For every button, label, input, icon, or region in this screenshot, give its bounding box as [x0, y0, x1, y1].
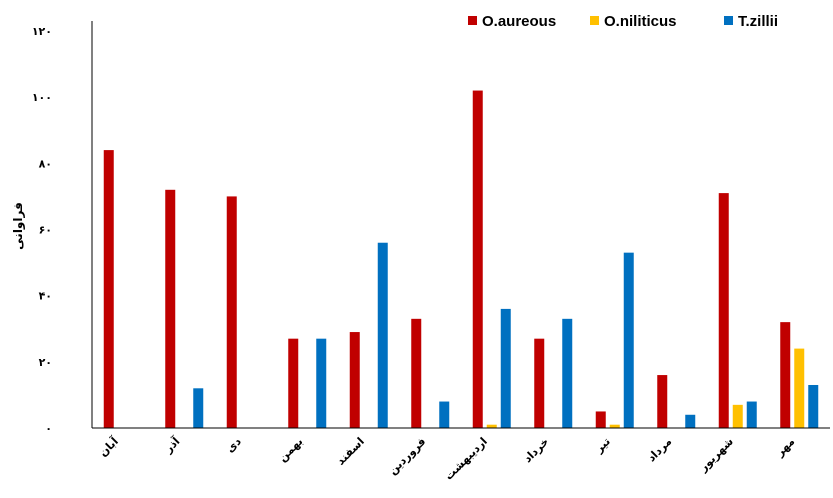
y-tick-label: ۱۰۰ [32, 91, 52, 104]
legend-swatch [724, 16, 733, 25]
bar-t-zillii [316, 338, 327, 428]
bar-o-aureous [534, 338, 545, 428]
bar-o-aureous [103, 150, 114, 428]
bar-o-aureous [595, 411, 606, 428]
bars [103, 90, 819, 429]
bar-o-niliticus [486, 424, 497, 428]
bar-t-zillii [377, 242, 388, 428]
y-axis: ۰ ۲۰ ۴۰ ۶۰ ۸۰ ۱۰۰ ۱۲۰ [32, 21, 93, 435]
x-tick-label: اردیبهشت [442, 435, 490, 483]
x-axis: آبان آذر دی بهمن اسفند فروردین اردیبهشت خرداد تی… [92, 427, 830, 483]
legend-swatch [590, 16, 599, 25]
bar-t-zillii [439, 401, 450, 428]
y-tick-label: ۲۰ [39, 356, 52, 369]
bar-o-niliticus [732, 404, 743, 428]
bar-o-aureous [349, 332, 360, 428]
x-tick-label: آذر [161, 434, 183, 456]
bar-o-aureous [411, 318, 422, 428]
bar-o-aureous [165, 189, 176, 428]
x-tick-label: خرداد [521, 435, 551, 465]
legend-label: O.aureous [482, 13, 556, 30]
bar-t-zillii [623, 252, 634, 428]
x-tick-label: اسفند [334, 435, 367, 468]
y-tick-label: ۸۰ [39, 157, 52, 170]
y-tick-label: ۱۲۰ [32, 25, 52, 38]
x-tick-label: فروردین [386, 435, 428, 477]
x-tick-label: آبان [96, 434, 121, 459]
bar-o-aureous [657, 375, 668, 428]
legend-label: T.zillii [738, 13, 778, 30]
bar-t-zillii [746, 401, 757, 428]
x-tick-label: مرداد [645, 435, 674, 464]
bar-t-zillii [685, 414, 696, 428]
x-tick-label: تیر [592, 435, 613, 456]
y-axis-label: فراوانی [11, 202, 26, 250]
bar-t-zillii [562, 318, 573, 428]
bar-o-niliticus [609, 424, 620, 428]
x-tick-label: دی [224, 435, 245, 456]
bar-o-aureous [472, 90, 483, 429]
x-tick-label: شهریور [696, 435, 736, 475]
bar-o-aureous [288, 338, 299, 428]
bar-o-aureous [718, 193, 729, 428]
bar-t-zillii [808, 384, 819, 428]
y-tick-label: ۰ [45, 422, 52, 435]
x-tick-label: بهمن [276, 435, 305, 464]
bar-t-zillii [500, 308, 511, 428]
bar-t-zillii [193, 388, 204, 428]
legend-label: O.niliticus [604, 13, 677, 30]
legend-swatch [468, 16, 477, 25]
x-tick-label: مهر [773, 435, 798, 460]
y-tick-label: ۶۰ [39, 224, 52, 237]
y-tick-label: ۴۰ [39, 290, 52, 303]
legend: O.aureous O.niliticus T.zillii [468, 13, 778, 30]
bar-o-aureous [226, 196, 237, 428]
bar-o-aureous [780, 322, 791, 428]
bar-o-niliticus [794, 348, 805, 428]
